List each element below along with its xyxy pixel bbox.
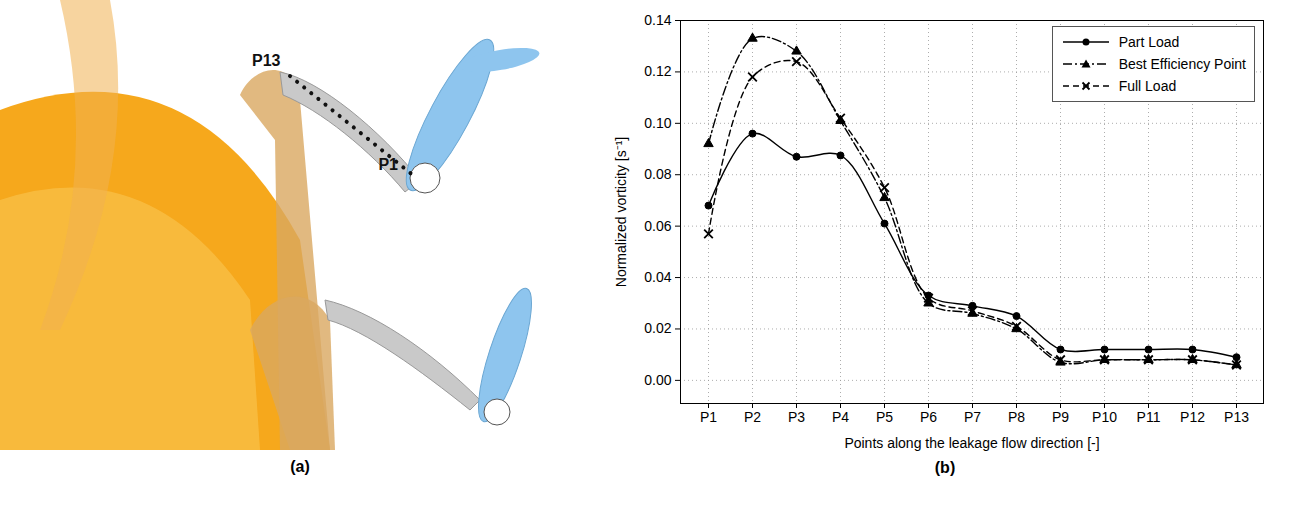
- svg-text:P2: P2: [744, 409, 761, 425]
- svg-text:P9: P9: [1052, 409, 1069, 425]
- svg-text:P8: P8: [1008, 409, 1025, 425]
- svg-text:P10: P10: [1092, 409, 1117, 425]
- svg-text:Points along the leakage flow: Points along the leakage flow direction …: [844, 435, 1099, 451]
- svg-text:P1: P1: [378, 156, 398, 173]
- svg-text:0.04: 0.04: [644, 269, 671, 285]
- svg-text:P3: P3: [788, 409, 805, 425]
- svg-text:P6: P6: [920, 409, 937, 425]
- html-text:Full Load: Full Load: [1118, 78, 1177, 94]
- svg-text:Normalized vorticity [s⁻¹]: Normalized vorticity [s⁻¹]: [613, 137, 629, 287]
- svg-text:0.10: 0.10: [644, 115, 671, 131]
- svg-text:P7: P7: [964, 409, 981, 425]
- svg-text:P13: P13: [1224, 409, 1249, 425]
- svg-text:0.14: 0.14: [644, 12, 671, 28]
- html-text:(a): (a): [290, 458, 310, 475]
- html-text:Part Load: Part Load: [1118, 34, 1180, 50]
- svg-text:0.02: 0.02: [644, 320, 671, 336]
- svg-text:0.12: 0.12: [644, 63, 671, 79]
- svg-text:0.00: 0.00: [644, 372, 671, 388]
- svg-text:P12: P12: [1180, 409, 1205, 425]
- svg-text:P5: P5: [876, 409, 893, 425]
- svg-text:P13: P13: [252, 52, 281, 69]
- svg-text:P4: P4: [832, 409, 849, 425]
- svg-text:P11: P11: [1137, 409, 1161, 425]
- svg-text:0.08: 0.08: [644, 166, 671, 182]
- svg-text:P1: P1: [700, 409, 717, 425]
- svg-text:0.06: 0.06: [644, 218, 671, 234]
- html-text:Best Efficiency Point: Best Efficiency Point: [1118, 56, 1246, 72]
- html-text:(b): (b): [934, 459, 956, 476]
